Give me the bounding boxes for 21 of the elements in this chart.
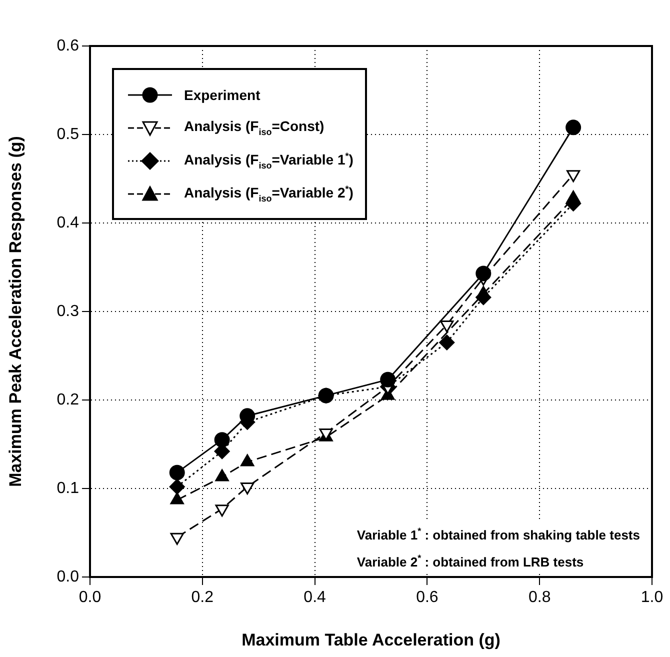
- annotation: Variable 1$^{*}$ : obtained from shaking table tests: [356, 525, 640, 545]
- legend-label: Experiment: [184, 86, 260, 102]
- x-tick-label: 0.2: [191, 589, 214, 606]
- x-tick-label: 0.0: [78, 589, 102, 606]
- legend-label: Analysis (F$_{iso}$=Variable 2$^{*}$): [184, 184, 354, 204]
- y-tick-label: 0.1: [56, 480, 80, 497]
- x-axis-title: Maximum Table Acceleration (g): [242, 630, 500, 650]
- y-tick-label: 0.2: [56, 391, 80, 408]
- y-tick-label: 0.4: [56, 214, 80, 232]
- legend-label: Analysis (F$_{iso}$=Const): [184, 118, 324, 137]
- y-tick-label: 0.0: [56, 568, 80, 586]
- x-tick-label: 0.6: [416, 589, 438, 606]
- annotation: Variable 2$^{*}$ : obtained from LRB tests: [356, 552, 585, 571]
- y-tick-label: 0.3: [56, 302, 80, 320]
- x-tick-label: 1.0: [640, 589, 664, 606]
- y-tick-label: 0.5: [56, 126, 80, 143]
- legend-label: Analysis (F$_{iso}$=Variable 1$^{*}$): [184, 150, 354, 170]
- y-axis-title: Maximum Peak Acceleration Responses (g): [6, 136, 25, 487]
- x-tick-label: 0.4: [304, 589, 326, 606]
- y-tick-label: 0.6: [56, 37, 80, 54]
- x-tick-label: 0.8: [528, 589, 551, 606]
